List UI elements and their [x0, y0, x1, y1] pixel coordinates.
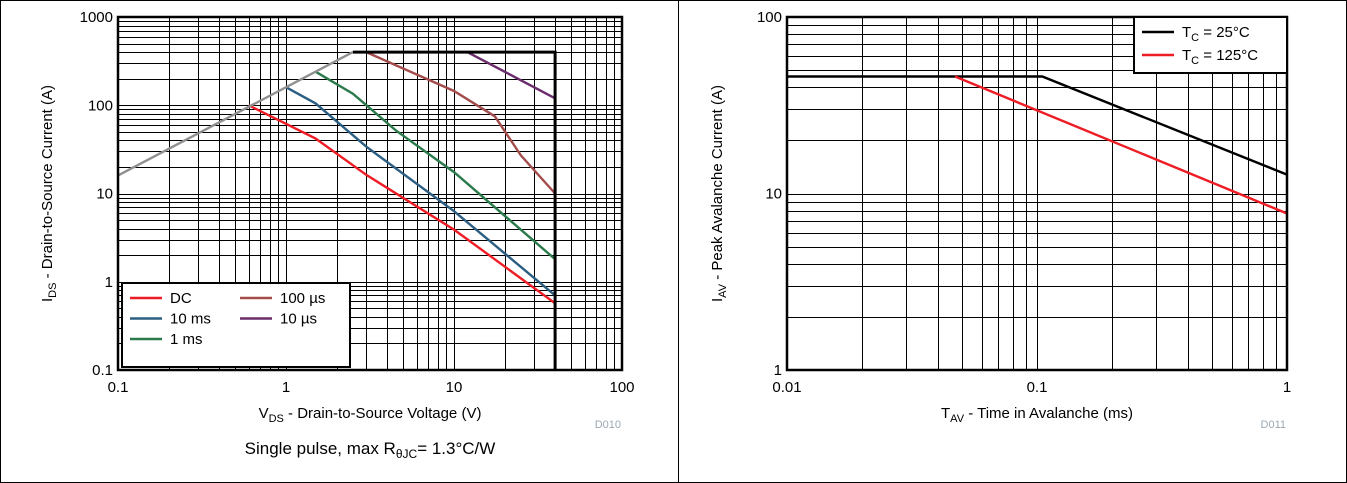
chart2-y-tick-label: 10 [765, 186, 782, 203]
chart2-legend-label-sub: C [1191, 32, 1199, 44]
chart1-x-axis-label-sub: DS [269, 413, 284, 425]
chart1-series-line-dc [248, 104, 556, 305]
chart1-series-line-10-ms [285, 86, 556, 297]
chart1-y-axis-label-rest: - Drain-to-Source Current (A) [39, 85, 56, 283]
chart2-x-axis-label-rest: - Time in Avalanche (ms) [964, 405, 1133, 422]
chart2-legend-label-rest: = 125°C [1199, 47, 1258, 64]
chart1-series-line-limit-6 [352, 50, 557, 370]
chart1-caption-post: = 1.3°C/W [417, 439, 495, 458]
chart1-legend-label: 10 ms [170, 311, 211, 328]
chart2-figure-id: D011 [1261, 419, 1286, 431]
chart1-y-axis-label: IDS - Drain-to-Source Current (A) [39, 85, 59, 302]
chart1-x-tick-label: 1 [282, 379, 290, 396]
chart2-legend-box [1133, 16, 1288, 74]
chart1-plot-frame [116, 15, 624, 372]
chart1-y-tick-label: 1 [105, 274, 113, 291]
chart2-x-axis-label-sub: AV [950, 413, 965, 425]
chart1-caption-sub: θJC [396, 447, 418, 461]
chart1-x-axis-label-main: V [259, 405, 269, 422]
chart2-legend-label: TC = 125°C [1182, 47, 1258, 67]
chart2-legend-label-sub: C [1191, 55, 1199, 67]
chart1-x-tick-label: 100 [609, 379, 634, 396]
chart2-y-axis-label: IAV - Peak Avalanche Current (A) [709, 85, 729, 302]
chart2-series-group [787, 75, 1288, 215]
chart2-y-tick-label: 1 [774, 362, 782, 379]
chart1-series-line-10-s [466, 51, 556, 100]
chart2-legend: TC = 25°CTC = 125°C [1133, 16, 1288, 74]
chart2-x-tick-label: 0.01 [772, 379, 801, 396]
chart2-x-axis-label-main: T [941, 405, 950, 422]
chart1-legend-label: 1 ms [170, 331, 203, 348]
chart1-legend-label: DC [170, 290, 192, 307]
chart2-x-tick-label: 1 [1283, 379, 1291, 396]
chart2-legend-label-rest: = 25°C [1199, 24, 1250, 41]
chart1-legend-label: 10 µs [280, 311, 317, 328]
chart1-y-axis-label-main: I [39, 298, 56, 302]
chart2-series-line-t-c-25-c [787, 75, 1288, 176]
chart1-legend: DC 10 ms 1 ms 100 µs 10 µs [121, 282, 351, 368]
chart1-y-tick-label: 10 [96, 186, 113, 203]
chart2-legend-label-main: T [1182, 47, 1191, 64]
chart1-series-group [117, 50, 557, 370]
chart1-y-axis-label-sub: DS [47, 283, 59, 298]
chart2-legend-label-main: T [1182, 24, 1191, 41]
chart1-x-axis-label: VDS - Drain-to-Source Voltage (V) [259, 405, 482, 425]
chart1-y-tick-label: 100 [88, 97, 113, 114]
chart2-series-line-t-c-125-c [954, 75, 1288, 215]
chart2-y-axis-label-rest: - Peak Avalanche Current (A) [709, 85, 726, 284]
chart1-x-tick-label: 0.1 [108, 379, 129, 396]
chart2-y-axis-label-sub: AV [717, 283, 729, 298]
chart1-series-line-100-s [365, 51, 556, 195]
chart1-series-line-limit-5 [117, 51, 354, 177]
chart1-series-line-1-ms [314, 70, 556, 261]
chart2-y-tick-label: 100 [757, 9, 782, 26]
chart1-x-tick-label: 10 [446, 379, 463, 396]
chart1-x-axis-label-rest: - Drain-to-Source Voltage (V) [284, 405, 482, 422]
chart2-legend-label: TC = 25°C [1182, 24, 1250, 44]
chart1-y-tick-label: 0.1 [92, 362, 113, 379]
chart1-caption: Single pulse, max RθJC= 1.3°C/W [245, 439, 496, 461]
chart1-figure-id: D010 [595, 419, 621, 431]
chart2-x-axis-label: TAV - Time in Avalanche (ms) [941, 405, 1133, 425]
chart2-y-axis-label-main: I [709, 298, 726, 302]
chart1-caption-pre: Single pulse, max R [245, 439, 396, 458]
chart1-y-tick-label: 1000 [80, 9, 113, 26]
chart1-legend-label: 100 µs [280, 290, 325, 307]
chart2-x-tick-label: 0.1 [1027, 379, 1048, 396]
chart2-plot-frame [785, 15, 1289, 372]
